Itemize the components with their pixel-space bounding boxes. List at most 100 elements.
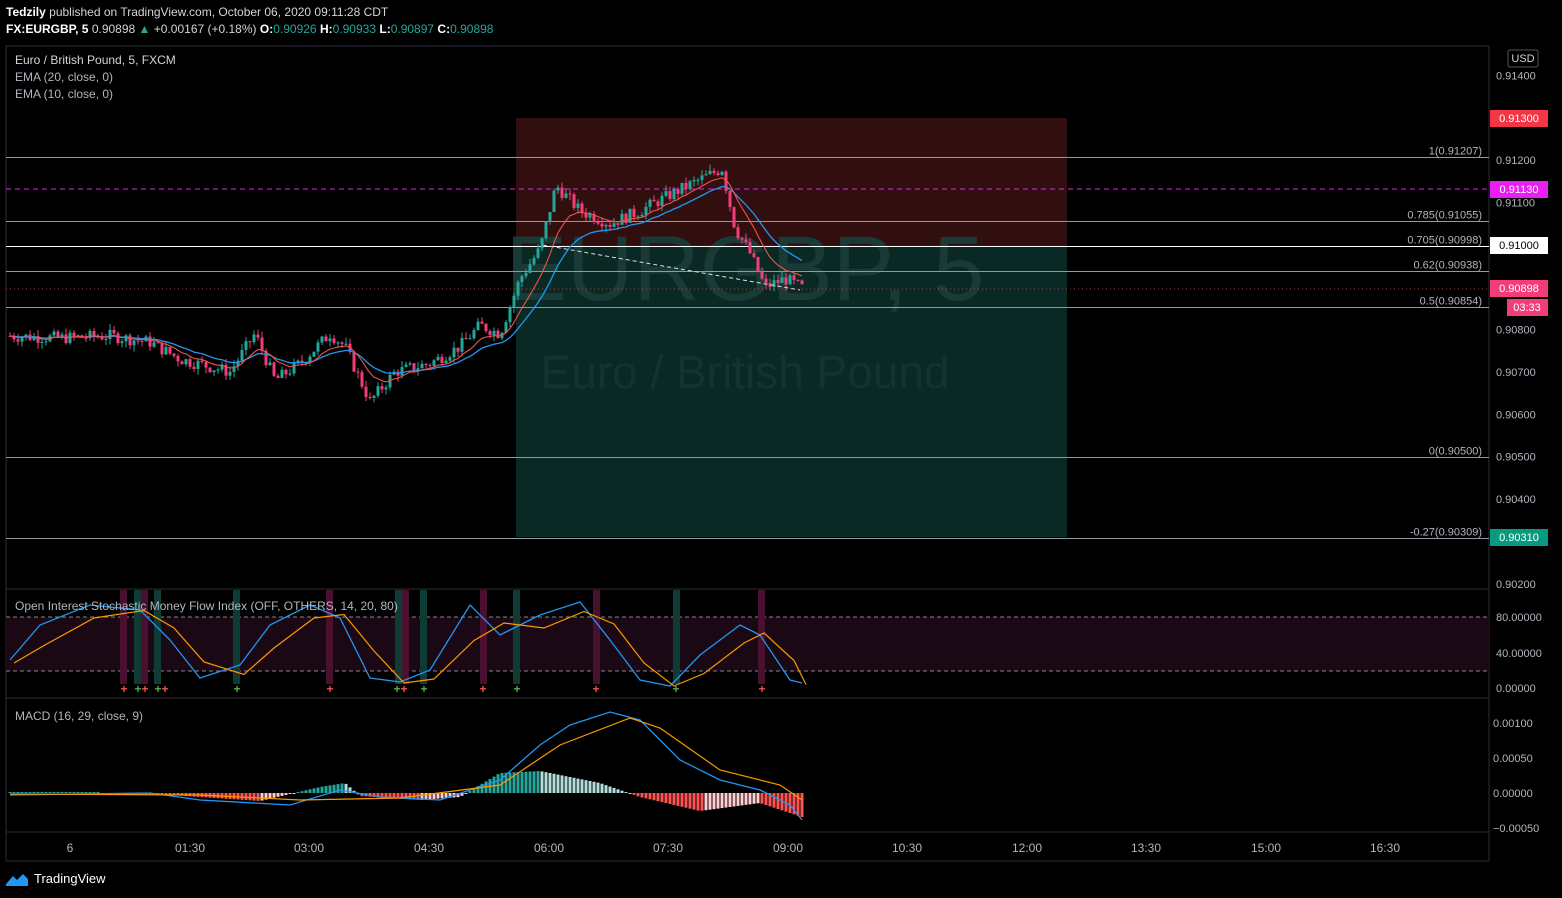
candle-body xyxy=(12,335,16,340)
stop-loss-zone[interactable] xyxy=(516,118,1067,245)
candle-body xyxy=(324,336,328,342)
take-profit-zone[interactable] xyxy=(516,245,1067,537)
candle-body xyxy=(436,356,440,361)
macd-histogram-bar xyxy=(592,781,596,793)
macd-histogram-bar xyxy=(288,793,292,794)
macd-histogram-bar xyxy=(384,793,388,798)
macd-histogram-bar xyxy=(740,793,744,806)
candle-body xyxy=(60,334,64,338)
candle-body xyxy=(40,342,44,344)
target-price-text: 0.90310 xyxy=(1499,532,1539,544)
currency-button[interactable] xyxy=(1507,49,1539,68)
macd-histogram-bar xyxy=(428,793,432,800)
osc-cross-marker: + xyxy=(479,682,486,696)
candle-body xyxy=(716,172,720,175)
osc-signal-bar xyxy=(402,590,409,684)
macd-axis-label: 0.00100 xyxy=(1493,718,1533,730)
candle-body xyxy=(692,180,696,182)
symbol-label: FX:EURGBP, 5 xyxy=(6,22,89,36)
legend-ema20[interactable]: EMA (20, close, 0) xyxy=(15,70,113,84)
brand-logo[interactable]: TradingView xyxy=(6,871,106,886)
macd-histogram-bar xyxy=(348,787,352,793)
macd-histogram-bar xyxy=(664,793,668,804)
candle-body xyxy=(768,283,772,287)
macd-histogram-bar xyxy=(708,793,712,810)
macd-histogram-bar xyxy=(160,793,164,795)
candle-body xyxy=(36,336,40,343)
macd-histogram-bar xyxy=(344,783,348,793)
macd-histogram-bar xyxy=(776,793,780,809)
candle-body xyxy=(176,355,180,362)
price-axis-label: 0.90700 xyxy=(1496,367,1536,379)
osc-title[interactable]: Open Interest Stochastic Money Flow Inde… xyxy=(15,599,398,613)
osc-axis-label: 0.00000 xyxy=(1496,683,1536,695)
macd-signal-line xyxy=(9,717,803,801)
macd-histogram-bar xyxy=(712,793,716,810)
candle-body xyxy=(452,347,456,358)
macd-histogram-bar xyxy=(624,792,628,793)
macd-histogram-bar xyxy=(516,772,520,793)
price-axis[interactable]: 0.91400 0.91200 0.91100 0.90800 0.90700 0.906… xyxy=(1496,70,1536,591)
fib-label: 1(0.91207) xyxy=(1429,146,1482,158)
osc-signal-bar xyxy=(513,590,520,684)
candle-body xyxy=(472,329,476,339)
macd-title[interactable]: MACD (16, 29, close, 9) xyxy=(15,709,143,723)
time-axis-label: 06:00 xyxy=(534,841,564,855)
macd-histogram-bar xyxy=(432,793,436,799)
publisher-name[interactable]: Tedzily xyxy=(6,5,46,19)
fib-label: -0.27(0.90309) xyxy=(1410,527,1482,539)
candle-body xyxy=(356,371,360,373)
osc-markers: + + + + + + + + + + + + + + + xyxy=(120,682,765,696)
candle-body xyxy=(232,366,236,372)
macd-histogram-bar xyxy=(788,793,792,813)
candle-body xyxy=(132,340,136,346)
osc-signal-bar xyxy=(395,590,402,684)
candle-body xyxy=(748,242,752,254)
macd-histogram-bar xyxy=(292,793,296,794)
macd-histogram-bar xyxy=(688,793,692,809)
high-value: 0.90933 xyxy=(332,22,377,36)
candle-body xyxy=(404,364,408,367)
macd-histogram-bar xyxy=(532,771,536,793)
publish-info: Tedzily published on TradingView.com, Oc… xyxy=(6,5,388,19)
trend-line[interactable] xyxy=(542,244,801,291)
candle-body xyxy=(684,182,688,189)
candle-body xyxy=(632,208,636,217)
watermark-name: Euro / British Pound xyxy=(540,346,949,398)
macd-histogram-bar xyxy=(176,793,180,796)
macd-histogram-bar xyxy=(324,786,328,793)
macd-histogram-bar xyxy=(696,793,700,811)
alert-price-text: 0.91130 xyxy=(1500,184,1539,196)
candle-body xyxy=(700,175,704,180)
candle-body xyxy=(652,199,656,202)
legend-title[interactable]: Euro / British Pound, 5, FXCM xyxy=(15,53,176,67)
macd-histogram-bar xyxy=(792,793,796,815)
osc-signal-bar xyxy=(420,590,427,684)
osc-cross-marker: + xyxy=(161,682,168,696)
osc-cross-marker: + xyxy=(420,682,427,696)
legend-ema10[interactable]: EMA (10, close, 0) xyxy=(15,87,113,101)
candle-body xyxy=(124,335,128,342)
price-axis-label: 0.91100 xyxy=(1496,197,1535,209)
fib-retracement[interactable]: 1(0.91207) 0.785(0.91055) 0.705(0.90998) 0.… xyxy=(6,146,1489,539)
macd-histogram-bar xyxy=(392,793,396,799)
macd-histogram-bar xyxy=(568,777,572,793)
time-axis[interactable]: 6 01:30 03:00 04:30 06:00 07:30 09:00 10:30 12:0… xyxy=(67,841,1401,855)
close-label: C: xyxy=(437,22,451,36)
macd-histogram-bar xyxy=(84,792,88,793)
last-price: 0.90898 xyxy=(91,22,136,36)
macd-histogram-bar xyxy=(320,786,324,793)
stop-price-tag xyxy=(1490,110,1548,127)
macd-histogram-bar xyxy=(768,793,772,807)
candle-body xyxy=(52,331,56,336)
macd-histogram-bar xyxy=(748,793,752,805)
macd-histogram-bar xyxy=(64,792,68,793)
watermark-symbol: EURGBP, 5 xyxy=(506,218,985,320)
candle-body xyxy=(108,329,112,339)
candle-body xyxy=(276,375,280,378)
macd-histogram-bar xyxy=(560,775,564,793)
macd-histogram-bar xyxy=(68,792,72,793)
macd-histogram-bar xyxy=(248,793,252,801)
published-text: published on TradingView.com, October 06… xyxy=(49,5,389,19)
